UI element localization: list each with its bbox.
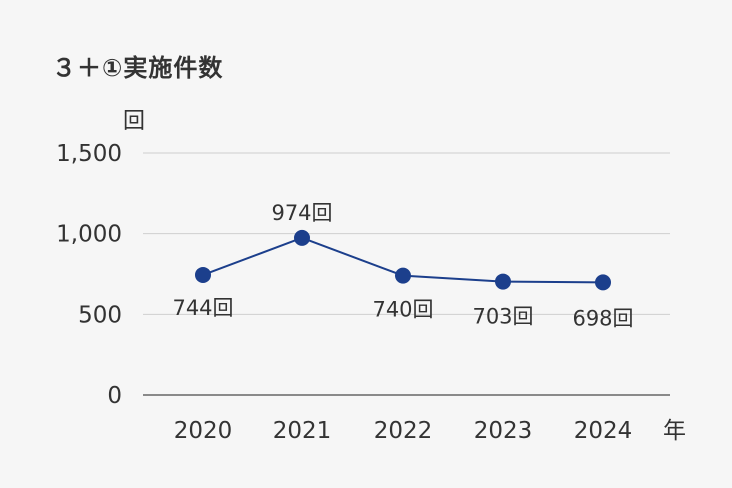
chart-title: ３＋①実施件数 — [52, 54, 224, 82]
y-tick-label: 0 — [107, 383, 122, 409]
data-point — [195, 266, 211, 283]
data-label: 740回 — [372, 298, 433, 322]
x-tick-label: 2023 — [474, 418, 533, 444]
data-label: 744回 — [172, 296, 233, 320]
y-axis-label: 回 — [123, 109, 145, 134]
data-point — [495, 273, 511, 290]
x-tick-label: 2024 — [574, 418, 633, 444]
x-tick-label: 2020 — [174, 418, 233, 444]
data-point — [395, 267, 411, 284]
data-point — [294, 229, 310, 246]
y-tick-label: 1,000 — [56, 222, 122, 248]
data-label: 698回 — [572, 306, 633, 330]
data-label: 974回 — [271, 201, 332, 225]
x-axis-label: 年 — [663, 418, 686, 444]
data-label: 703回 — [472, 305, 533, 329]
x-tick-label: 2022 — [374, 418, 433, 444]
y-tick-label: 1,500 — [56, 141, 122, 167]
y-tick-label: 500 — [78, 302, 122, 328]
x-tick-label: 2021 — [273, 418, 332, 444]
data-point — [595, 274, 611, 291]
